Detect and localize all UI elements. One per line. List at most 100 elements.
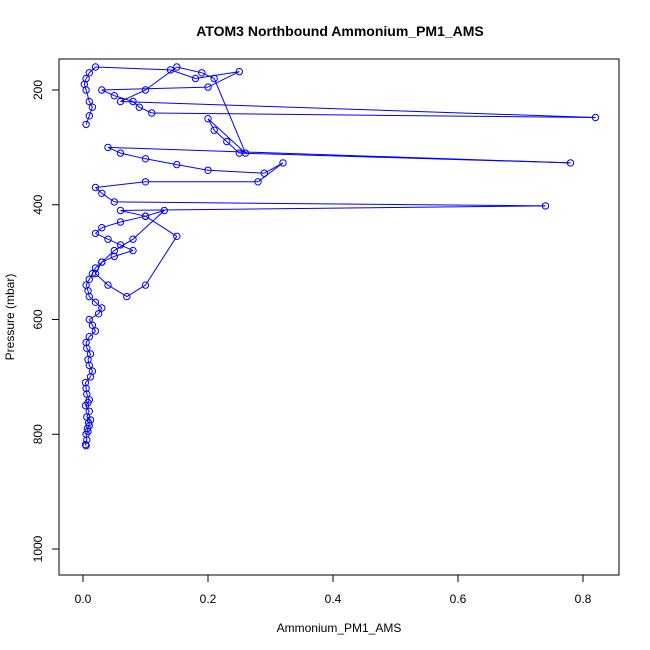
series-line-segment bbox=[132, 210, 165, 240]
data-point bbox=[123, 292, 131, 301]
data-point bbox=[83, 344, 91, 352]
data-point bbox=[88, 321, 97, 329]
chart-title: ATOM3 Northbound Ammonium_PM1_AMS bbox=[196, 23, 484, 39]
data-point bbox=[204, 83, 212, 91]
data-point bbox=[591, 113, 600, 122]
data-point bbox=[85, 97, 94, 106]
data-point bbox=[88, 103, 97, 111]
data-point bbox=[91, 298, 100, 306]
data-point bbox=[110, 92, 119, 100]
data-point bbox=[210, 74, 218, 83]
data-point bbox=[98, 189, 106, 198]
series-line-segment bbox=[207, 118, 246, 154]
data-point bbox=[83, 436, 91, 444]
data-point bbox=[116, 97, 125, 106]
data-point bbox=[235, 67, 244, 76]
data-point bbox=[86, 350, 95, 358]
data-point bbox=[91, 229, 100, 238]
data-point bbox=[85, 112, 94, 120]
data-point bbox=[210, 126, 218, 134]
series-line-segment bbox=[85, 89, 90, 102]
series-line-segment bbox=[145, 215, 178, 237]
y-tick-label: 400 bbox=[31, 194, 45, 214]
series-line-segment bbox=[88, 107, 93, 116]
series-line-segment bbox=[107, 146, 121, 154]
series-line-segment bbox=[145, 66, 178, 91]
series-line-segment bbox=[132, 101, 140, 108]
data-point bbox=[81, 378, 90, 387]
data-point bbox=[88, 269, 97, 278]
y-tick-label: 200 bbox=[31, 80, 45, 100]
series-line-segment bbox=[95, 301, 103, 309]
series-line-segment bbox=[120, 152, 146, 160]
data-point bbox=[85, 407, 94, 415]
data-point bbox=[173, 160, 181, 169]
series-line-segment bbox=[120, 89, 146, 102]
data-point bbox=[85, 275, 94, 283]
data-point bbox=[160, 206, 169, 215]
data-point bbox=[82, 120, 90, 129]
series-line-segment bbox=[145, 236, 178, 286]
series-line-segment bbox=[87, 399, 90, 403]
data-point bbox=[260, 169, 268, 177]
series-line-segment bbox=[89, 313, 99, 320]
data-point bbox=[85, 315, 94, 324]
data-point bbox=[82, 86, 90, 94]
series-line-segment bbox=[239, 152, 571, 164]
series-line-segment bbox=[207, 169, 265, 174]
x-tick-label: 0.0 bbox=[75, 592, 92, 606]
data-point bbox=[91, 327, 100, 335]
series-line-segment bbox=[139, 106, 153, 114]
series-line-segment bbox=[86, 428, 89, 432]
data-point bbox=[91, 63, 100, 71]
series-line-segment bbox=[107, 238, 121, 246]
data-point bbox=[173, 232, 181, 241]
series-line-segment bbox=[120, 210, 146, 217]
data-point bbox=[279, 159, 287, 167]
data-point bbox=[148, 109, 156, 117]
data-point bbox=[94, 310, 103, 318]
data-point bbox=[116, 206, 125, 215]
y-axis: 200 400 600 800 1000 bbox=[31, 80, 60, 562]
series-line-segment bbox=[88, 66, 96, 74]
data-point bbox=[116, 218, 125, 226]
y-axis-label: Pressure (mbar) bbox=[3, 274, 17, 361]
series-line-segment bbox=[114, 201, 546, 207]
data-point bbox=[204, 115, 212, 123]
data-point bbox=[98, 258, 106, 266]
data-point bbox=[566, 159, 575, 167]
series-line-segment bbox=[257, 162, 284, 183]
data-point bbox=[98, 86, 106, 94]
data-point bbox=[98, 304, 106, 312]
series-line-segment bbox=[95, 181, 146, 188]
series-line-segment bbox=[85, 444, 87, 446]
data-point bbox=[88, 367, 97, 375]
data-point bbox=[173, 63, 181, 71]
data-point bbox=[110, 252, 119, 261]
data-point bbox=[204, 166, 212, 175]
x-axis-label: Ammonium_PM1_AMS bbox=[277, 621, 402, 635]
y-tick-label: 600 bbox=[31, 309, 45, 329]
data-point bbox=[83, 390, 91, 398]
series-line-segment bbox=[120, 205, 546, 211]
data-point bbox=[129, 246, 137, 255]
series-line-segment bbox=[88, 330, 96, 338]
series-line-segment bbox=[151, 112, 596, 118]
series-line-segment bbox=[176, 66, 202, 74]
series-line-segment bbox=[95, 232, 109, 240]
data-point bbox=[166, 66, 175, 74]
data-point bbox=[91, 269, 100, 278]
series-line-segment bbox=[213, 78, 246, 154]
data-point bbox=[191, 74, 200, 83]
x-tick-label: 0.8 bbox=[575, 592, 592, 606]
data-point bbox=[98, 224, 106, 232]
data-point bbox=[110, 246, 119, 255]
series-line-segment bbox=[120, 101, 596, 118]
data-point bbox=[198, 69, 206, 77]
series-line-segment bbox=[85, 376, 91, 383]
data-point bbox=[254, 178, 262, 186]
x-tick-label: 0.4 bbox=[325, 592, 342, 606]
series-line-segment bbox=[195, 71, 240, 79]
series-line-segment bbox=[101, 86, 209, 91]
